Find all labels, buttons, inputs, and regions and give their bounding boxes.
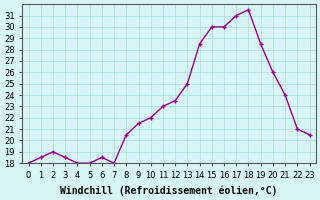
- X-axis label: Windchill (Refroidissement éolien,°C): Windchill (Refroidissement éolien,°C): [60, 185, 278, 196]
